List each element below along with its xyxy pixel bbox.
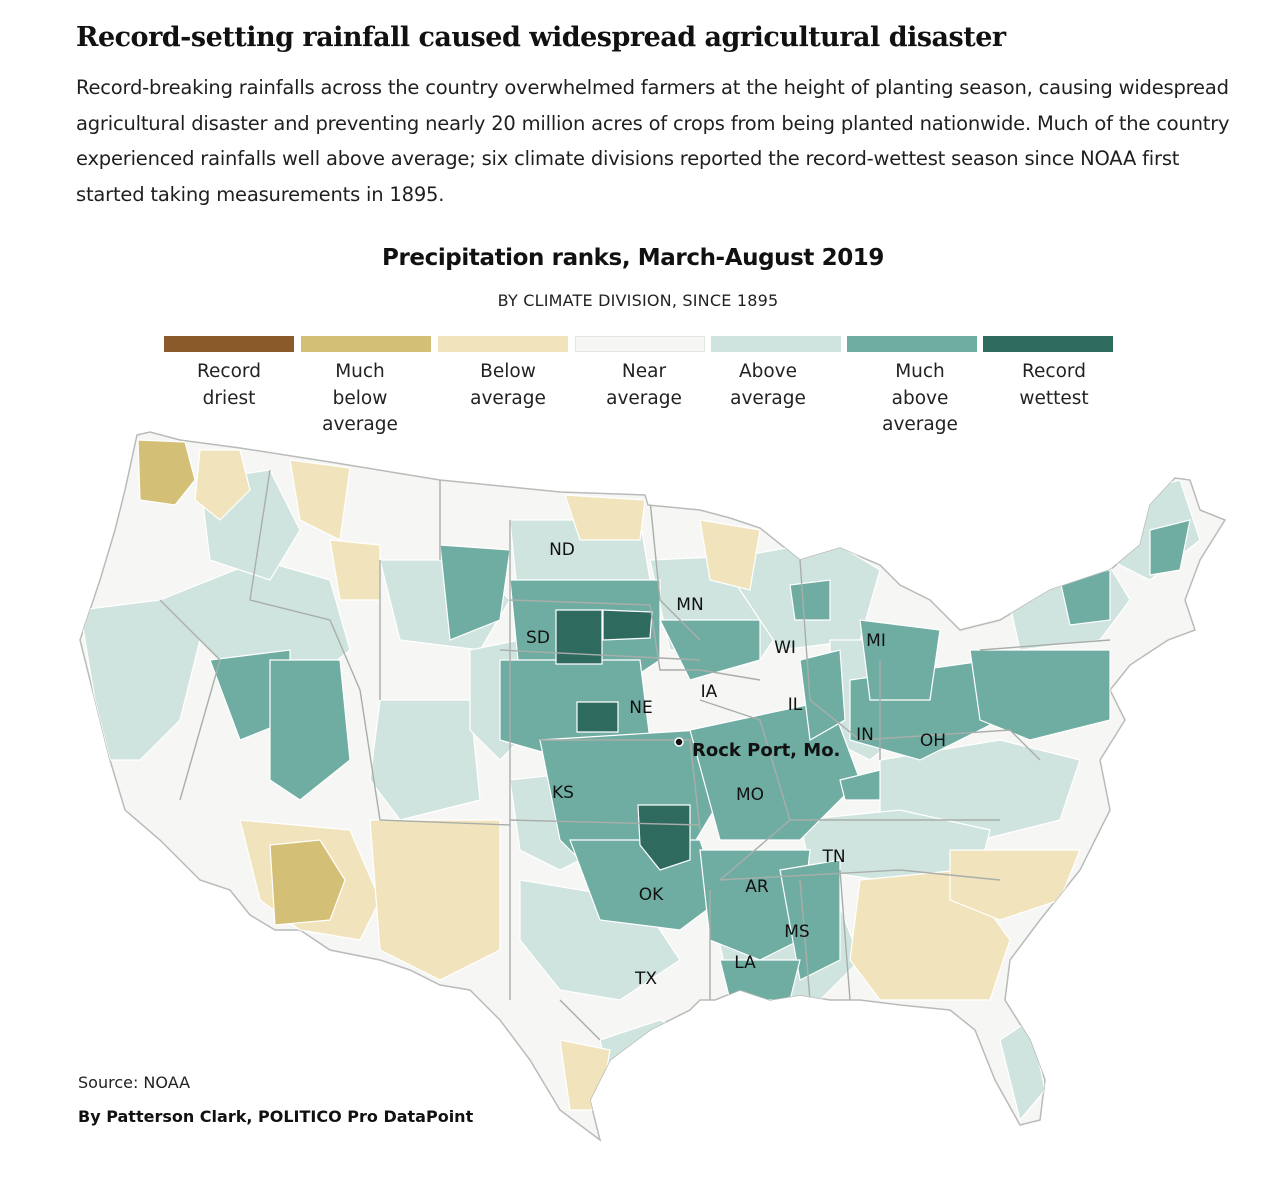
state-label-tx: TX	[634, 969, 657, 989]
state-label-la: LA	[734, 953, 756, 973]
state-label-wi: WI	[774, 638, 796, 658]
legend-swatch-record-driest	[164, 336, 294, 352]
state-label-ms: MS	[784, 922, 809, 942]
map-title: Precipitation ranks, March-August 2019	[381, 245, 885, 271]
dek-paragraph: Record-breaking rainfalls across the cou…	[76, 76, 1230, 206]
city-label: Rock Port, Mo.	[692, 740, 840, 761]
legend-swatch-much-above	[847, 336, 977, 352]
legend-label-much-above: Much above average	[882, 361, 958, 435]
state-label-nd: ND	[549, 540, 575, 560]
state-label-in: IN	[856, 725, 874, 745]
legend-label-record-driest: Record driest	[197, 361, 261, 409]
much-below-average-divisions	[137, 439, 346, 926]
state-borders	[159, 469, 1111, 1041]
state-label-il: IL	[788, 695, 803, 715]
legend-label-above: Above average	[730, 361, 806, 409]
state-label-mi: MI	[866, 631, 886, 651]
legend-label-below: Below average	[470, 361, 546, 409]
state-label-sd: SD	[526, 628, 550, 648]
state-label-mn: MN	[676, 595, 703, 615]
state-label-ia: IA	[701, 682, 718, 702]
legend-swatch-near	[575, 336, 705, 352]
legend-swatch-much-below	[301, 336, 431, 352]
city-marker-rock-port: Rock Port, Mo.	[674, 737, 840, 761]
legend-label-near: Near average	[606, 361, 682, 409]
headline: Record-setting rainfall caused widesprea…	[76, 22, 1006, 53]
legend-swatch-below	[438, 336, 568, 352]
state-label-mo: MO	[736, 785, 764, 805]
state-label-ks: KS	[552, 783, 574, 803]
legend-swatch-record-wettest	[983, 336, 1113, 352]
state-label-ar: AR	[745, 877, 769, 897]
record-wettest-divisions	[555, 609, 691, 871]
city-dot	[674, 737, 684, 747]
us-precipitation-map: ND MN SD WI MI IA NE IL IN OH KS MO TN A…	[79, 431, 1227, 1142]
state-label-ok: OK	[639, 885, 664, 905]
state-labels: ND MN SD WI MI IA NE IL IN OH KS MO TN A…	[526, 540, 946, 989]
map-subtitle: BY CLIMATE DIVISION, SINCE 1895	[497, 291, 779, 310]
state-label-oh: OH	[920, 731, 946, 751]
legend-label-much-below: Much below average	[322, 361, 398, 435]
legend-swatch-above	[711, 336, 841, 352]
source-note: Source: NOAA	[78, 1073, 191, 1092]
state-label-tn: TN	[821, 847, 845, 867]
byline: By Patterson Clark, POLITICO Pro DataPoi…	[78, 1107, 474, 1126]
state-label-ne: NE	[629, 698, 652, 718]
legend-label-record-wettest: Record wettest	[1019, 361, 1089, 409]
